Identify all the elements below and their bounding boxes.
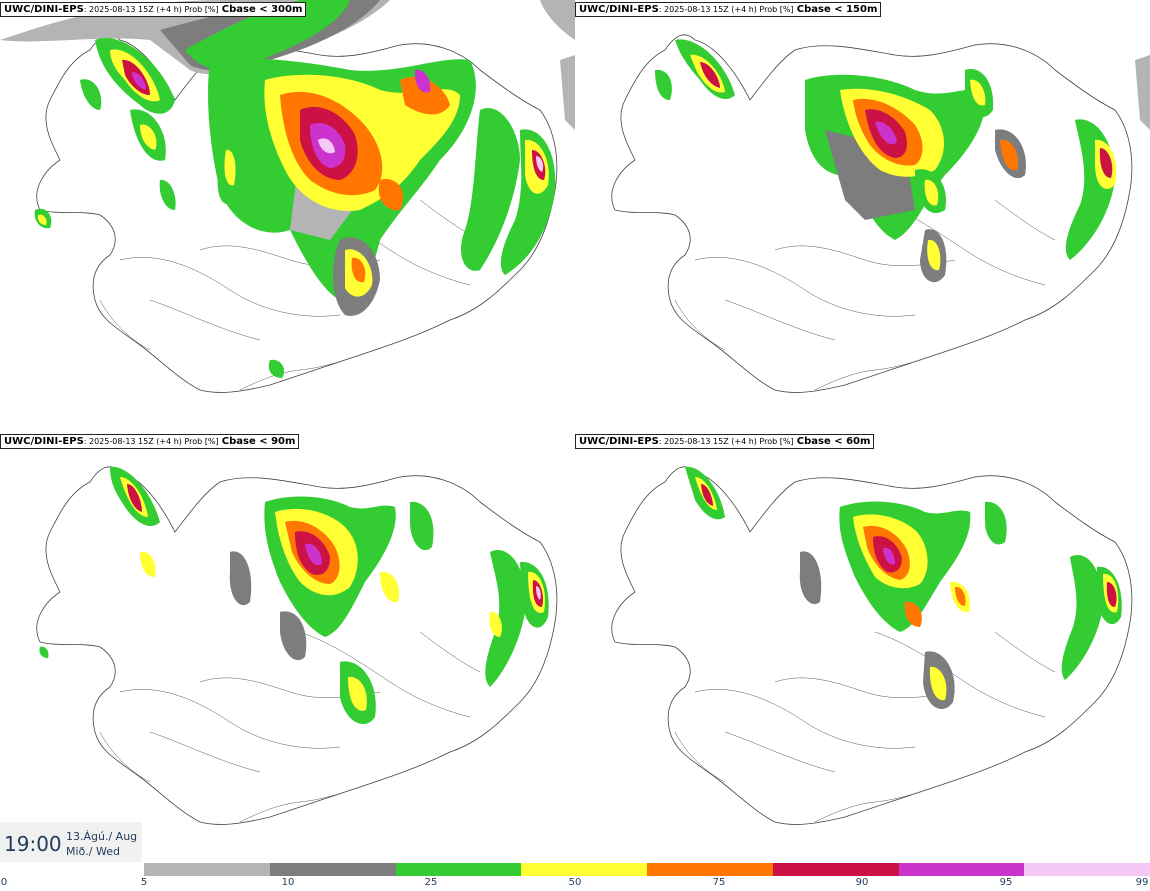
colorbar-segment: [772, 863, 899, 876]
model-name: UWC/DINI-EPS: [579, 436, 659, 447]
valid-time-box: 19:00 13.Ágú./ Aug Mið./ Wed: [0, 822, 142, 862]
valid-date-line2: Mið./ Wed: [66, 845, 120, 858]
colorbar-segment: [647, 863, 773, 876]
map-panel-cbase-60: UWC/DINI-EPS: 2025-08-13 15Z (+4 h) Prob…: [575, 432, 1150, 864]
colorbar-tick: 50: [568, 877, 582, 888]
panel-title: UWC/DINI-EPS: 2025-08-13 15Z (+4 h) Prob…: [575, 434, 875, 449]
map-panel-cbase-150: UWC/DINI-EPS: 2025-08-13 15Z (+4 h) Prob…: [575, 0, 1150, 432]
iceland-map: [36, 466, 558, 825]
colorbar-segment: [269, 863, 396, 876]
colorbar-tick: 95: [999, 877, 1013, 888]
probability-overlay: [0, 0, 575, 378]
colorbar-segment: [144, 863, 270, 876]
model-name: UWC/DINI-EPS: [4, 4, 84, 15]
map-panel-cbase-300: UWC/DINI-EPS: 2025-08-13 15Z (+4 h) Prob…: [0, 0, 575, 432]
model-name: UWC/DINI-EPS: [4, 436, 84, 447]
threshold-label: Cbase < 90m: [221, 436, 296, 447]
iceland-map: [0, 0, 575, 393]
run-info: : 2025-08-13 15Z (+4 h) Prob [%]: [83, 5, 219, 14]
probability-overlay: [685, 466, 1122, 710]
map-panel-cbase-90: UWC/DINI-EPS: 2025-08-13 15Z (+4 h) Prob…: [0, 432, 575, 864]
panel-title: UWC/DINI-EPS: 2025-08-13 15Z (+4 h) Prob…: [575, 2, 882, 17]
colorbar-tick: 10: [281, 877, 295, 888]
valid-time: 19:00: [4, 832, 62, 856]
probability-overlay: [39, 466, 549, 725]
probability-overlay: [655, 39, 1150, 283]
iceland-map: [611, 466, 1133, 825]
colorbar-tick: 5: [140, 877, 148, 888]
colorbar-segment: [1024, 863, 1150, 876]
colorbar-tick: 99: [1135, 877, 1149, 888]
panel-title: UWC/DINI-EPS: 2025-08-13 15Z (+4 h) Prob…: [0, 434, 300, 449]
colorbar-segment: [395, 863, 522, 876]
colorbar-segment: [898, 863, 1025, 876]
run-info: : 2025-08-13 15Z (+4 h) Prob [%]: [658, 437, 794, 446]
run-info: : 2025-08-13 15Z (+4 h) Prob [%]: [658, 5, 794, 14]
threshold-label: Cbase < 150m: [796, 4, 878, 15]
colorbar-tick: 90: [855, 877, 869, 888]
panel-title: UWC/DINI-EPS: 2025-08-13 15Z (+4 h) Prob…: [0, 2, 307, 17]
model-name: UWC/DINI-EPS: [579, 4, 659, 15]
colorbar-segment: [521, 863, 647, 876]
threshold-label: Cbase < 300m: [221, 4, 303, 15]
run-info: : 2025-08-13 15Z (+4 h) Prob [%]: [83, 437, 219, 446]
colorbar: [144, 863, 1150, 876]
colorbar-tick: 0: [0, 877, 8, 888]
colorbar-tick: 25: [424, 877, 438, 888]
colorbar-tick: 75: [712, 877, 726, 888]
valid-date-line1: 13.Ágú./ Aug: [66, 830, 138, 843]
threshold-label: Cbase < 60m: [796, 436, 871, 447]
iceland-map: [611, 34, 1150, 393]
